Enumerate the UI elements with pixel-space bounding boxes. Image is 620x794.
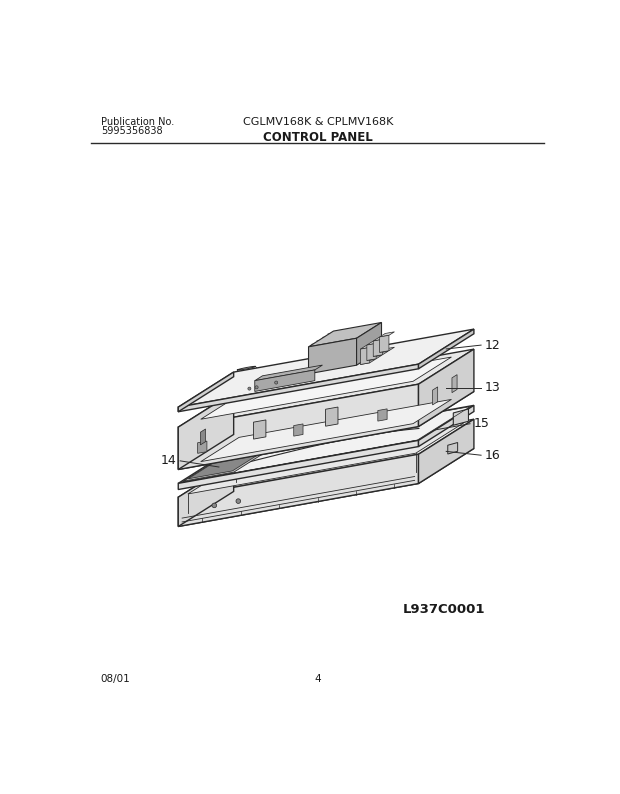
Polygon shape <box>254 420 266 439</box>
Text: CONTROL PANEL: CONTROL PANEL <box>263 131 373 144</box>
Polygon shape <box>360 360 375 364</box>
Polygon shape <box>179 441 418 490</box>
Polygon shape <box>379 347 394 353</box>
Polygon shape <box>418 419 474 484</box>
Polygon shape <box>198 441 207 453</box>
Text: L937C0001: L937C0001 <box>403 603 485 615</box>
Text: 14: 14 <box>161 454 176 468</box>
Polygon shape <box>373 336 388 341</box>
Polygon shape <box>179 349 474 427</box>
Text: CGLMV168K & CPLMV168K: CGLMV168K & CPLMV168K <box>242 117 393 127</box>
Text: Publication No.: Publication No. <box>100 117 174 127</box>
Text: 4: 4 <box>314 674 321 684</box>
Polygon shape <box>200 429 206 445</box>
Polygon shape <box>179 330 474 407</box>
Text: 5995356838: 5995356838 <box>100 126 162 136</box>
Polygon shape <box>237 366 255 370</box>
Text: 15: 15 <box>474 417 490 430</box>
Polygon shape <box>418 406 474 446</box>
Polygon shape <box>433 387 438 405</box>
Polygon shape <box>179 462 234 526</box>
Polygon shape <box>367 355 382 360</box>
Polygon shape <box>201 399 451 461</box>
Polygon shape <box>188 456 257 479</box>
Polygon shape <box>179 392 234 469</box>
Polygon shape <box>452 375 457 393</box>
Circle shape <box>275 381 278 384</box>
Polygon shape <box>379 335 389 353</box>
Polygon shape <box>179 372 234 412</box>
Polygon shape <box>309 322 381 347</box>
Polygon shape <box>373 339 383 357</box>
Polygon shape <box>418 330 474 368</box>
Polygon shape <box>188 422 464 494</box>
Polygon shape <box>360 344 375 349</box>
Text: 12: 12 <box>485 338 501 352</box>
Polygon shape <box>367 343 376 360</box>
Polygon shape <box>201 357 451 419</box>
Polygon shape <box>294 424 303 436</box>
Polygon shape <box>453 409 469 426</box>
Text: 08/01: 08/01 <box>100 674 130 684</box>
Polygon shape <box>373 351 388 357</box>
Polygon shape <box>255 365 322 380</box>
Polygon shape <box>179 384 418 469</box>
Polygon shape <box>309 338 356 374</box>
Polygon shape <box>378 409 387 421</box>
Polygon shape <box>179 454 418 526</box>
Polygon shape <box>179 449 474 526</box>
Circle shape <box>212 503 216 507</box>
Polygon shape <box>179 364 418 412</box>
Circle shape <box>248 387 251 390</box>
Circle shape <box>236 499 241 503</box>
Polygon shape <box>367 340 382 345</box>
Polygon shape <box>179 406 474 484</box>
Text: 16: 16 <box>485 449 501 462</box>
Circle shape <box>255 386 258 389</box>
Polygon shape <box>360 348 370 364</box>
Polygon shape <box>379 332 394 337</box>
Text: 13: 13 <box>485 381 501 395</box>
Polygon shape <box>184 455 262 481</box>
Polygon shape <box>326 407 338 426</box>
Polygon shape <box>448 442 458 454</box>
Polygon shape <box>179 391 474 469</box>
Polygon shape <box>418 349 474 426</box>
Polygon shape <box>179 419 474 497</box>
Polygon shape <box>356 322 381 365</box>
Polygon shape <box>255 370 315 391</box>
